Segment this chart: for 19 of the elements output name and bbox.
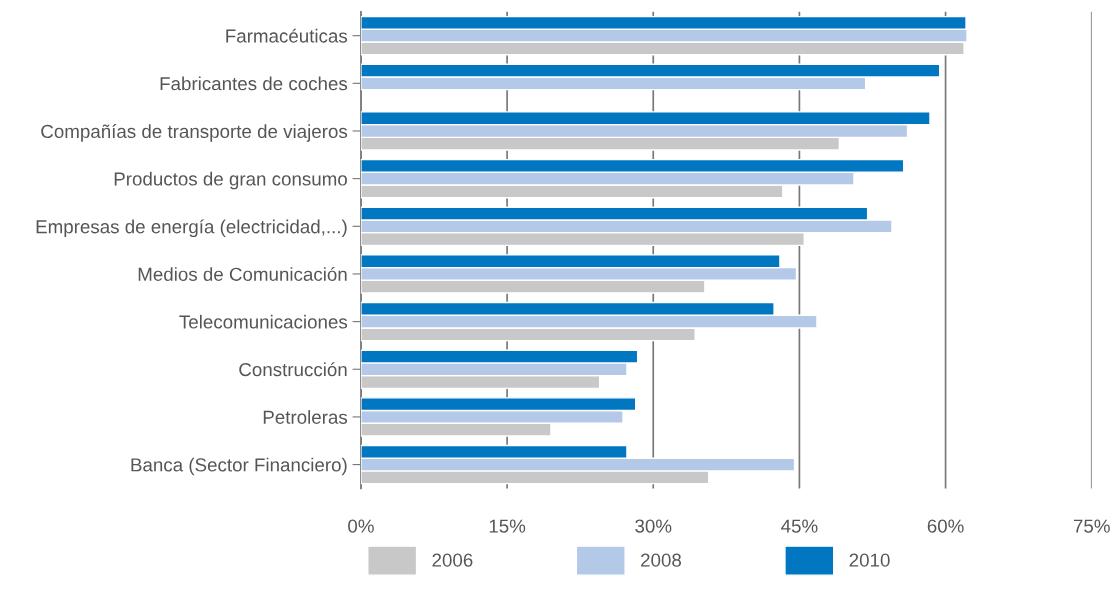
y-tick-label: Fabricantes de coches — [160, 76, 348, 91]
y-tick-label: Telecomunicaciones — [179, 314, 348, 329]
x-tick-label: 30% — [635, 519, 672, 533]
y-tick-label: Farmacéuticas — [226, 28, 348, 43]
x-tick-label: 75% — [1073, 519, 1110, 533]
y-tick-label: Banca (Sector Financiero) — [131, 457, 347, 476]
y-tick-label: Construcción — [239, 362, 347, 377]
x-tick-label: 0% — [348, 519, 374, 533]
y-tick-label: Medios de Comunicación — [138, 266, 347, 281]
y-tick-label: Compañías de transporte de viajeros — [41, 124, 348, 142]
x-tick-label: 45% — [781, 519, 818, 533]
y-tick-label: Empresas de energía (electricidad,...) — [36, 219, 347, 238]
y-tick-label: Petroleras — [263, 410, 348, 424]
legend-label: 2006 — [432, 553, 473, 567]
y-tick-label: Productos de gran consumo — [114, 171, 347, 190]
legend-label: 2008 — [641, 553, 682, 567]
x-tick-label: 15% — [489, 519, 526, 533]
legend-label: 2010 — [849, 553, 890, 567]
x-tick-label: 60% — [927, 519, 964, 533]
